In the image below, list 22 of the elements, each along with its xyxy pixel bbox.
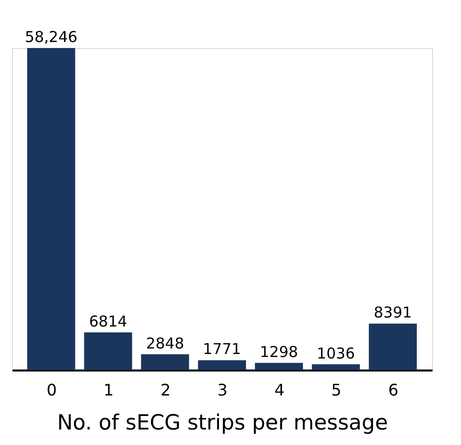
data-label: 1036 (316, 344, 355, 362)
data-label: 8391 (374, 304, 412, 322)
bar (312, 364, 360, 370)
x-tick-label: 0 (46, 380, 57, 400)
x-tick-label: 1 (104, 380, 114, 400)
data-label: 2848 (146, 334, 184, 352)
x-tick-label: 5 (331, 380, 342, 400)
x-tick-label: 2 (160, 380, 171, 400)
x-tick-label: 3 (217, 380, 228, 400)
x-axis-title: No. of sECG strips per message (57, 410, 388, 434)
bar (254, 362, 303, 370)
bar (84, 332, 132, 370)
bar (27, 48, 76, 370)
x-tick-label: 6 (388, 380, 398, 400)
data-label: 58,246 (24, 28, 78, 46)
bar (198, 360, 246, 370)
data-label: 1771 (202, 340, 242, 358)
data-label: 1298 (260, 342, 298, 361)
bar (368, 324, 417, 370)
x-tick-label: 4 (274, 380, 285, 400)
data-label: 6814 (89, 312, 128, 330)
bar (141, 354, 190, 370)
